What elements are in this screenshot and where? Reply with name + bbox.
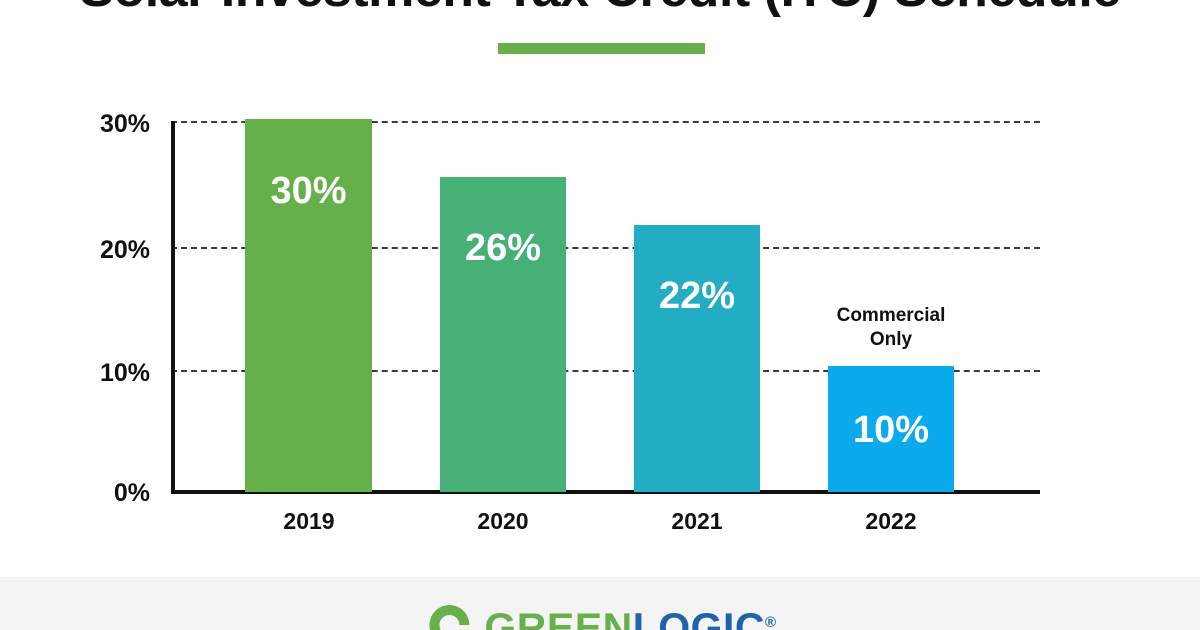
bar-value-2022: 10% xyxy=(852,409,930,451)
brand-wordmark: GREENLOGIC® xyxy=(484,601,776,630)
gridline-20 xyxy=(171,247,1040,249)
title-accent-bar xyxy=(498,43,705,54)
footer-bar: GREENLOGIC® xyxy=(0,577,1200,630)
y-tick-label-30: 30% xyxy=(99,110,150,138)
x-tick-label-2021: 2021 xyxy=(671,508,723,534)
bar-annotation-2022: Commercial Only xyxy=(837,304,946,352)
x-axis-line xyxy=(171,490,1040,494)
bar-value-2019: 30% xyxy=(270,170,347,212)
bar-chart: 30% 20% 10% 0% 30% 26% 22% 10% Commercia… xyxy=(99,110,1040,534)
bar-annotation-2022-line2: Only xyxy=(869,329,913,350)
y-axis-line xyxy=(171,121,175,493)
x-tick-label-2022: 2022 xyxy=(865,508,917,534)
bar-annotation-2022-line1: Commercial xyxy=(836,305,946,326)
bar-2022[interactable]: 10% Commercial Only xyxy=(828,305,954,492)
brand-word-logic: LOGIC xyxy=(632,604,766,630)
page-title: Solar Investment Tax Credit (ITC) Schedu… xyxy=(0,0,1200,20)
greenlogic-arc-icon xyxy=(429,605,470,630)
bar-value-2021: 22% xyxy=(658,275,736,317)
y-tick-label-10: 10% xyxy=(99,359,150,387)
gridline-30 xyxy=(171,121,1040,123)
brand-logo[interactable]: GREENLOGIC® xyxy=(423,599,776,630)
bar-2021[interactable]: 22% xyxy=(634,225,760,492)
registered-trademark-icon: ® xyxy=(765,613,777,630)
bar-2020[interactable]: 26% xyxy=(440,177,566,492)
brand-word-green: GREEN xyxy=(484,604,633,630)
x-tick-label-2019: 2019 xyxy=(283,508,335,534)
x-tick-label-2020: 2020 xyxy=(477,508,529,534)
bar-value-2020: 26% xyxy=(464,227,542,269)
title-area: Solar Investment Tax Credit (ITC) Schedu… xyxy=(0,0,1200,20)
y-tick-label-0: 0% xyxy=(113,479,150,507)
bars-layer: 30% 26% 22% 10% Commercial Only xyxy=(245,119,954,492)
bar-2019[interactable]: 30% xyxy=(245,119,372,492)
y-tick-label-20: 20% xyxy=(99,236,150,264)
gridline-10 xyxy=(171,370,1040,372)
